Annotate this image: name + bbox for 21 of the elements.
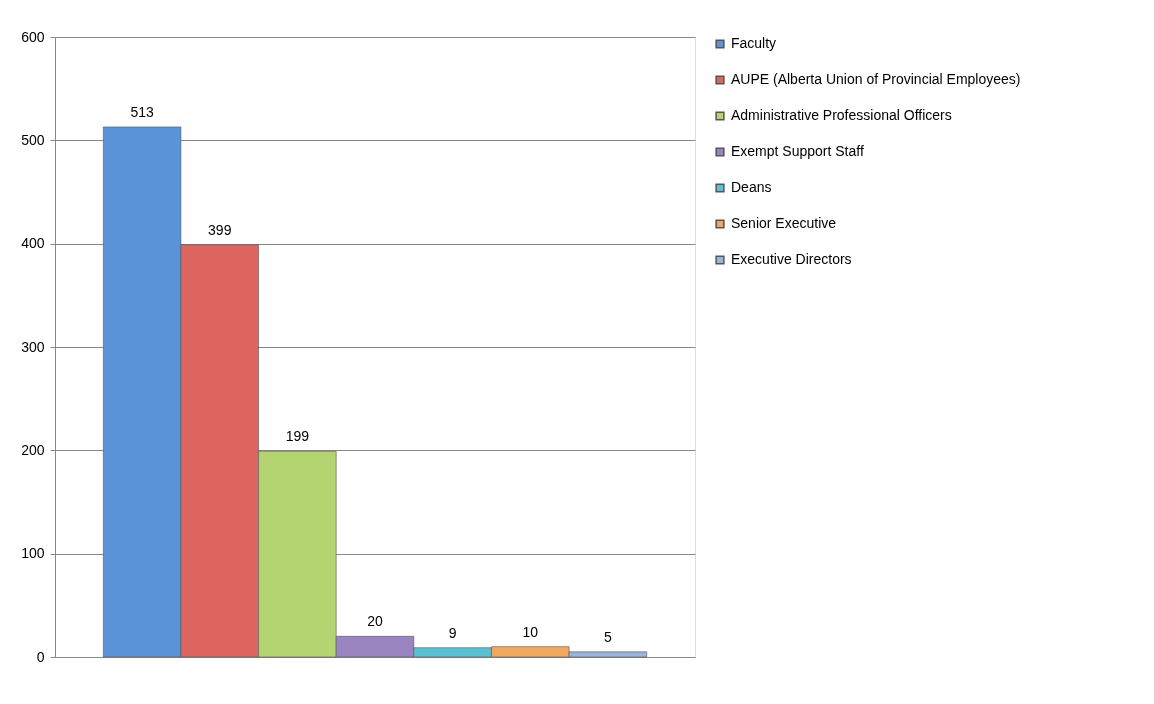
- data-label: 513: [130, 103, 155, 120]
- y-tick-label: 400: [21, 235, 45, 252]
- y-tick-label: 100: [21, 545, 45, 562]
- data-label: 399: [208, 221, 232, 238]
- legend-label: Senior Executive: [731, 215, 837, 231]
- data-label: 199: [285, 428, 310, 445]
- data-label: 5: [603, 628, 612, 645]
- legend-label: Deans: [731, 179, 772, 195]
- y-tick-label: 500: [21, 131, 45, 148]
- y-tick-label: 200: [21, 441, 45, 458]
- legend-label: AUPE (Alberta Union of Provincial Employees): [731, 71, 1021, 87]
- legend-label: Executive Directors: [731, 251, 852, 267]
- y-tick-label: 0: [36, 648, 45, 665]
- data-label: 9: [448, 624, 457, 641]
- legend-label: Faculty: [731, 35, 777, 51]
- y-tick-label: 600: [21, 28, 45, 45]
- data-label: 10: [522, 623, 539, 640]
- legend-label: Administrative Professional Officers: [731, 107, 952, 123]
- data-label: 20: [367, 613, 383, 630]
- y-tick-label: 300: [21, 338, 45, 355]
- legend-label: Exempt Support Staff: [731, 143, 864, 159]
